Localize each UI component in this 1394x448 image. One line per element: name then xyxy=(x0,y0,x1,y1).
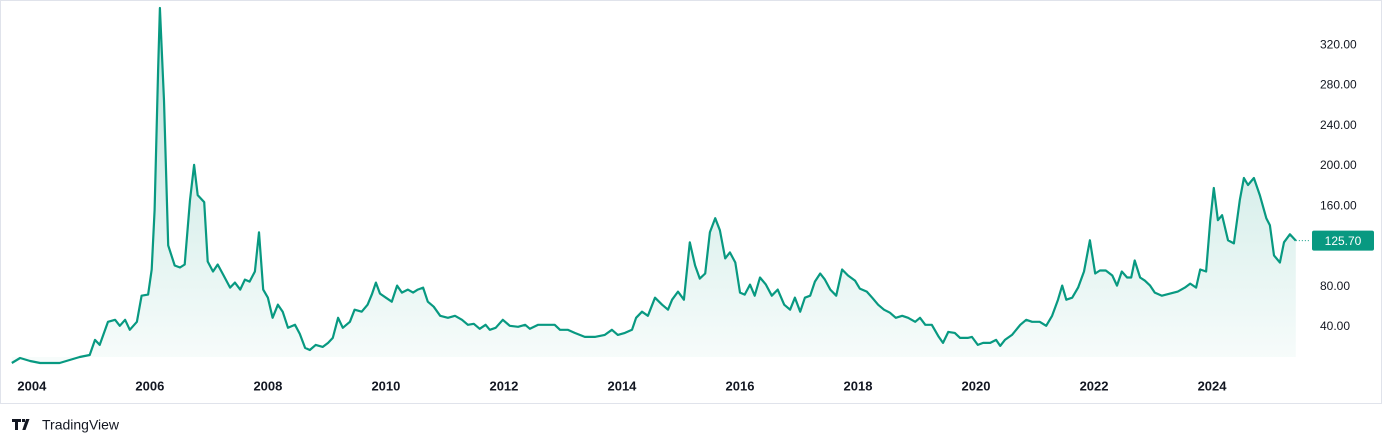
x-tick-label: 2004 xyxy=(17,378,47,393)
x-tick-label: 2020 xyxy=(962,378,991,393)
y-tick-label: 320.00 xyxy=(1320,37,1357,51)
x-tick-label: 2022 xyxy=(1080,378,1109,393)
x-tick-label: 2006 xyxy=(135,378,164,393)
x-tick-label: 2010 xyxy=(371,378,400,393)
logo xyxy=(12,419,30,430)
x-tick-label: 2016 xyxy=(726,378,755,393)
x-tick-label: 2018 xyxy=(844,378,873,393)
y-tick-label: 80.00 xyxy=(1320,279,1350,293)
x-tick-label: 2012 xyxy=(489,378,518,393)
chart-frame xyxy=(0,0,1382,404)
current-value-label: 125.70 xyxy=(1325,234,1362,248)
y-tick-label: 40.00 xyxy=(1320,319,1350,333)
y-tick-label: 160.00 xyxy=(1320,198,1357,212)
x-tick-label: 2024 xyxy=(1198,378,1228,393)
y-tick-label: 240.00 xyxy=(1320,118,1357,132)
current-value-badge xyxy=(1312,230,1374,251)
line xyxy=(11,6,1297,365)
brand: TradingView xyxy=(42,417,120,433)
area xyxy=(11,8,1296,363)
x-tick-label: 2008 xyxy=(253,378,282,393)
y-tick-label: 200.00 xyxy=(1320,158,1357,172)
x-tick-label: 2014 xyxy=(607,378,637,393)
y-tick-label: 280.00 xyxy=(1320,78,1357,92)
